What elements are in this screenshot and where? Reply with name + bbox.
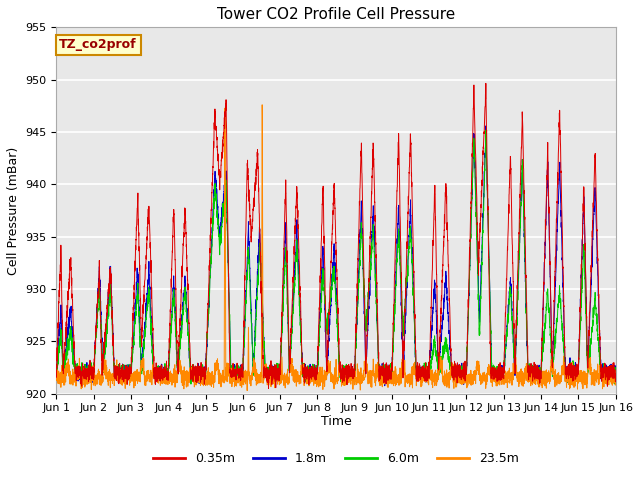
- Legend: 0.35m, 1.8m, 6.0m, 23.5m: 0.35m, 1.8m, 6.0m, 23.5m: [148, 447, 524, 470]
- Text: TZ_co2prof: TZ_co2prof: [60, 38, 137, 51]
- Title: Tower CO2 Profile Cell Pressure: Tower CO2 Profile Cell Pressure: [217, 7, 455, 22]
- Y-axis label: Cell Pressure (mBar): Cell Pressure (mBar): [7, 146, 20, 275]
- X-axis label: Time: Time: [321, 415, 351, 428]
